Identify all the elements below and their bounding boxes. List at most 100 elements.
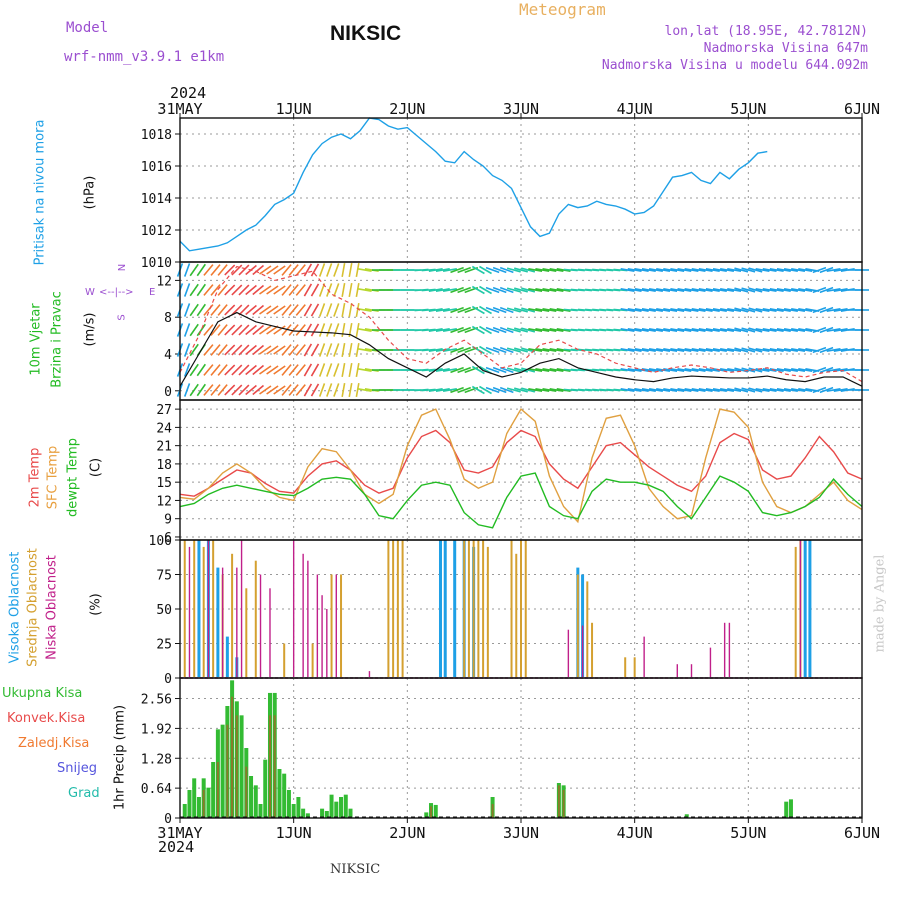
wind-arrow bbox=[663, 327, 678, 333]
wind-arrow bbox=[620, 387, 635, 393]
wind-arrow bbox=[656, 387, 671, 393]
wind-arrow bbox=[826, 287, 841, 293]
wind-arrow bbox=[196, 283, 206, 297]
wind-arrow bbox=[535, 287, 550, 293]
wind-arrow bbox=[748, 267, 763, 273]
wind-arrow bbox=[238, 344, 250, 356]
cloud-low-bar bbox=[326, 609, 328, 677]
wind-arrow bbox=[783, 367, 798, 373]
cloud-mid-bar bbox=[392, 540, 395, 677]
wind-arrow bbox=[634, 347, 649, 353]
cloud-mid-bar bbox=[510, 540, 513, 677]
wind-arrow bbox=[556, 327, 571, 333]
wind-arrow bbox=[288, 284, 299, 296]
wind-arrow bbox=[506, 327, 521, 333]
wind-arrow bbox=[677, 327, 692, 333]
wind-arrow bbox=[514, 367, 528, 373]
wind-arrow bbox=[691, 367, 706, 373]
wind-arrow bbox=[348, 282, 353, 298]
wind-arrow bbox=[684, 327, 699, 333]
wind-arrow bbox=[310, 303, 320, 317]
wind-arrow bbox=[310, 323, 320, 337]
cloud-mid-bar bbox=[183, 540, 186, 677]
wind-arrow bbox=[457, 266, 472, 274]
wind-arrow bbox=[357, 287, 372, 293]
cloud-mid-bar bbox=[330, 574, 333, 677]
wind-arrow bbox=[535, 367, 550, 373]
wind-arrow bbox=[741, 307, 756, 313]
wind-arrow bbox=[776, 307, 791, 313]
wind-arrow bbox=[252, 364, 265, 376]
wind-arrow bbox=[791, 387, 806, 393]
wind-arrow bbox=[245, 364, 257, 376]
wind-arrow bbox=[203, 364, 214, 376]
time-tick-label-bottom: 4JUN bbox=[617, 824, 653, 842]
wind-arrow bbox=[341, 362, 346, 378]
precip-legend-snow: Snijeg bbox=[57, 761, 97, 776]
wind-arrow bbox=[798, 287, 813, 293]
wind-arrow bbox=[677, 267, 692, 273]
wind-arrow bbox=[341, 302, 346, 318]
time-tick-label-bottom: 1JUN bbox=[276, 824, 312, 842]
cloud-mid-bar bbox=[520, 540, 522, 677]
cloud-low-bar bbox=[581, 625, 584, 677]
wind-arrow bbox=[318, 383, 326, 397]
meteogram-label: Meteogram bbox=[519, 0, 606, 19]
wind-arrow bbox=[295, 344, 306, 356]
wind-arrow bbox=[252, 284, 265, 296]
wind-arrow bbox=[435, 307, 450, 313]
wind-arrow bbox=[648, 287, 664, 293]
wind-arrow bbox=[326, 383, 333, 397]
wind-arrow bbox=[812, 286, 827, 294]
wind-arrow bbox=[798, 347, 813, 353]
wind-arrow bbox=[210, 304, 221, 316]
wind-arrow bbox=[245, 344, 257, 356]
precip-total-bar bbox=[343, 794, 348, 818]
wind-arrow bbox=[245, 324, 257, 336]
wind-arrow bbox=[485, 346, 500, 354]
cloud-low-bar bbox=[307, 560, 309, 677]
wind-arrow bbox=[812, 326, 827, 334]
wind-tick-label: 8 bbox=[164, 311, 172, 326]
wind-arrow bbox=[266, 365, 279, 375]
wind-arrow bbox=[210, 384, 221, 396]
wind-arrow bbox=[196, 263, 206, 277]
wind-arrow bbox=[217, 364, 228, 376]
compass-icon: N W <--|--> E S bbox=[85, 263, 156, 321]
wind-arrow bbox=[776, 287, 791, 293]
wind-arrow bbox=[303, 263, 313, 277]
temp-tick-label: 15 bbox=[156, 476, 172, 491]
compass-w: W bbox=[85, 287, 95, 298]
wind-arrow bbox=[457, 386, 472, 394]
precip-total-bar bbox=[277, 769, 282, 818]
wind-arrow bbox=[266, 345, 279, 355]
wind-arrow bbox=[273, 305, 286, 315]
wind-arrow bbox=[231, 264, 243, 276]
wind-arrow bbox=[734, 307, 749, 313]
wind-arrow bbox=[492, 366, 507, 374]
wind-arrow bbox=[556, 287, 571, 293]
wind-arrow bbox=[333, 303, 340, 317]
cloud-mid-bar bbox=[486, 546, 489, 677]
cloud-high-bar bbox=[453, 540, 457, 677]
wind-arrow bbox=[762, 367, 777, 373]
cloud-mid-bar bbox=[624, 657, 627, 677]
wind-arrow bbox=[528, 347, 543, 353]
temp-tick-label: 21 bbox=[156, 440, 172, 455]
wind-arrow bbox=[812, 386, 827, 394]
precip-convective-bar bbox=[231, 696, 234, 818]
wind-arrow bbox=[656, 327, 671, 333]
wind-arrow bbox=[677, 387, 692, 393]
temp-tick-label: 6 bbox=[164, 531, 172, 546]
precip-total-bar bbox=[206, 787, 211, 818]
wind-arrow bbox=[535, 347, 550, 353]
precip-total-bar bbox=[211, 762, 216, 818]
wind-arrow bbox=[326, 283, 333, 297]
precip-convective-bar bbox=[216, 762, 219, 818]
wind-arrow bbox=[627, 307, 642, 313]
wind-arrow bbox=[506, 267, 521, 273]
precip-total-bar bbox=[329, 794, 334, 818]
temp-tick-label: 12 bbox=[156, 494, 172, 509]
time-tick-label-top: 6JUN bbox=[844, 100, 880, 118]
wind-arrow bbox=[252, 324, 265, 336]
